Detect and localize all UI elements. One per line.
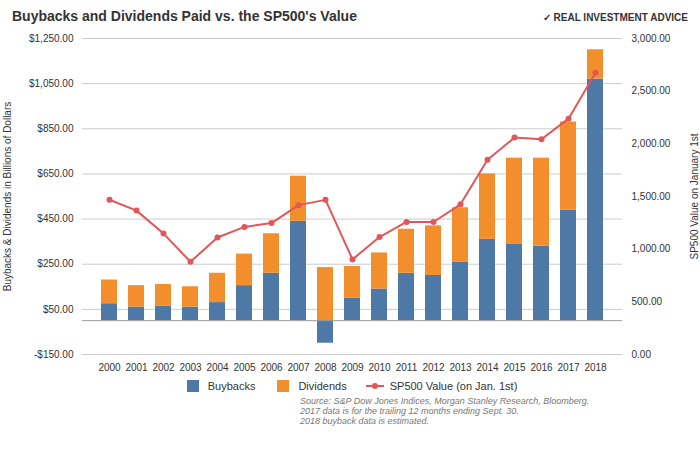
svg-text:500.00: 500.00 bbox=[632, 296, 663, 307]
html-text:Buybacks and Dividends Paid vs: Buybacks and Dividends Paid vs. the SP50… bbox=[12, 8, 357, 24]
svg-text:2003: 2003 bbox=[179, 362, 202, 373]
svg-text:2001: 2001 bbox=[125, 362, 148, 373]
svg-text:2000: 2000 bbox=[98, 362, 121, 373]
html-text:✓ REAL INVESTMENT ADVICE: ✓ REAL INVESTMENT ADVICE bbox=[542, 12, 688, 23]
svg-text:2012: 2012 bbox=[422, 362, 445, 373]
svg-text:2017: 2017 bbox=[557, 362, 580, 373]
svg-text:1,000.00: 1,000.00 bbox=[632, 243, 671, 254]
svg-text:-$150.00: -$150.00 bbox=[34, 349, 74, 360]
svg-text:2018: 2018 bbox=[584, 362, 607, 373]
svg-text:2014: 2014 bbox=[476, 362, 499, 373]
svg-text:3,000.00: 3,000.00 bbox=[632, 33, 671, 44]
svg-text:2013: 2013 bbox=[449, 362, 472, 373]
svg-text:0.00: 0.00 bbox=[632, 349, 652, 360]
svg-text:2016: 2016 bbox=[530, 362, 553, 373]
svg-text:2005: 2005 bbox=[233, 362, 256, 373]
svg-text:2011: 2011 bbox=[396, 362, 418, 373]
html-text:Buybacks: Buybacks bbox=[207, 380, 256, 392]
svg-text:2009: 2009 bbox=[341, 362, 364, 373]
svg-text:2,000.00: 2,000.00 bbox=[632, 138, 671, 149]
svg-text:SP500 Value on January 1st: SP500 Value on January 1st bbox=[689, 133, 700, 259]
svg-text:2004: 2004 bbox=[206, 362, 229, 373]
svg-text:$450.00: $450.00 bbox=[37, 213, 74, 224]
svg-text:2006: 2006 bbox=[260, 362, 283, 373]
html-text:Dividends: Dividends bbox=[298, 380, 347, 392]
svg-text:$650.00: $650.00 bbox=[37, 168, 74, 179]
svg-text:2015: 2015 bbox=[503, 362, 526, 373]
svg-text:1,500.00: 1,500.00 bbox=[632, 191, 671, 202]
svg-text:$1,250.00: $1,250.00 bbox=[29, 33, 74, 44]
svg-text:$50.00: $50.00 bbox=[43, 304, 74, 315]
svg-text:$250.00: $250.00 bbox=[37, 258, 74, 269]
svg-text:2,500.00: 2,500.00 bbox=[632, 85, 671, 96]
svg-text:2002: 2002 bbox=[152, 362, 175, 373]
svg-text:$1,050.00: $1,050.00 bbox=[29, 78, 74, 89]
svg-text:2010: 2010 bbox=[368, 362, 391, 373]
svg-text:2008: 2008 bbox=[314, 362, 337, 373]
svg-text:Buybacks & Dividends in Billio: Buybacks & Dividends in Billions of Doll… bbox=[2, 102, 13, 292]
html-text:Source: S&P Dow Jones Indices,: Source: S&P Dow Jones Indices, Morgan St… bbox=[300, 396, 590, 426]
svg-text:2007: 2007 bbox=[287, 362, 310, 373]
html-text:SP500 Value (on Jan. 1st): SP500 Value (on Jan. 1st) bbox=[389, 380, 518, 392]
svg-text:$850.00: $850.00 bbox=[37, 123, 74, 134]
